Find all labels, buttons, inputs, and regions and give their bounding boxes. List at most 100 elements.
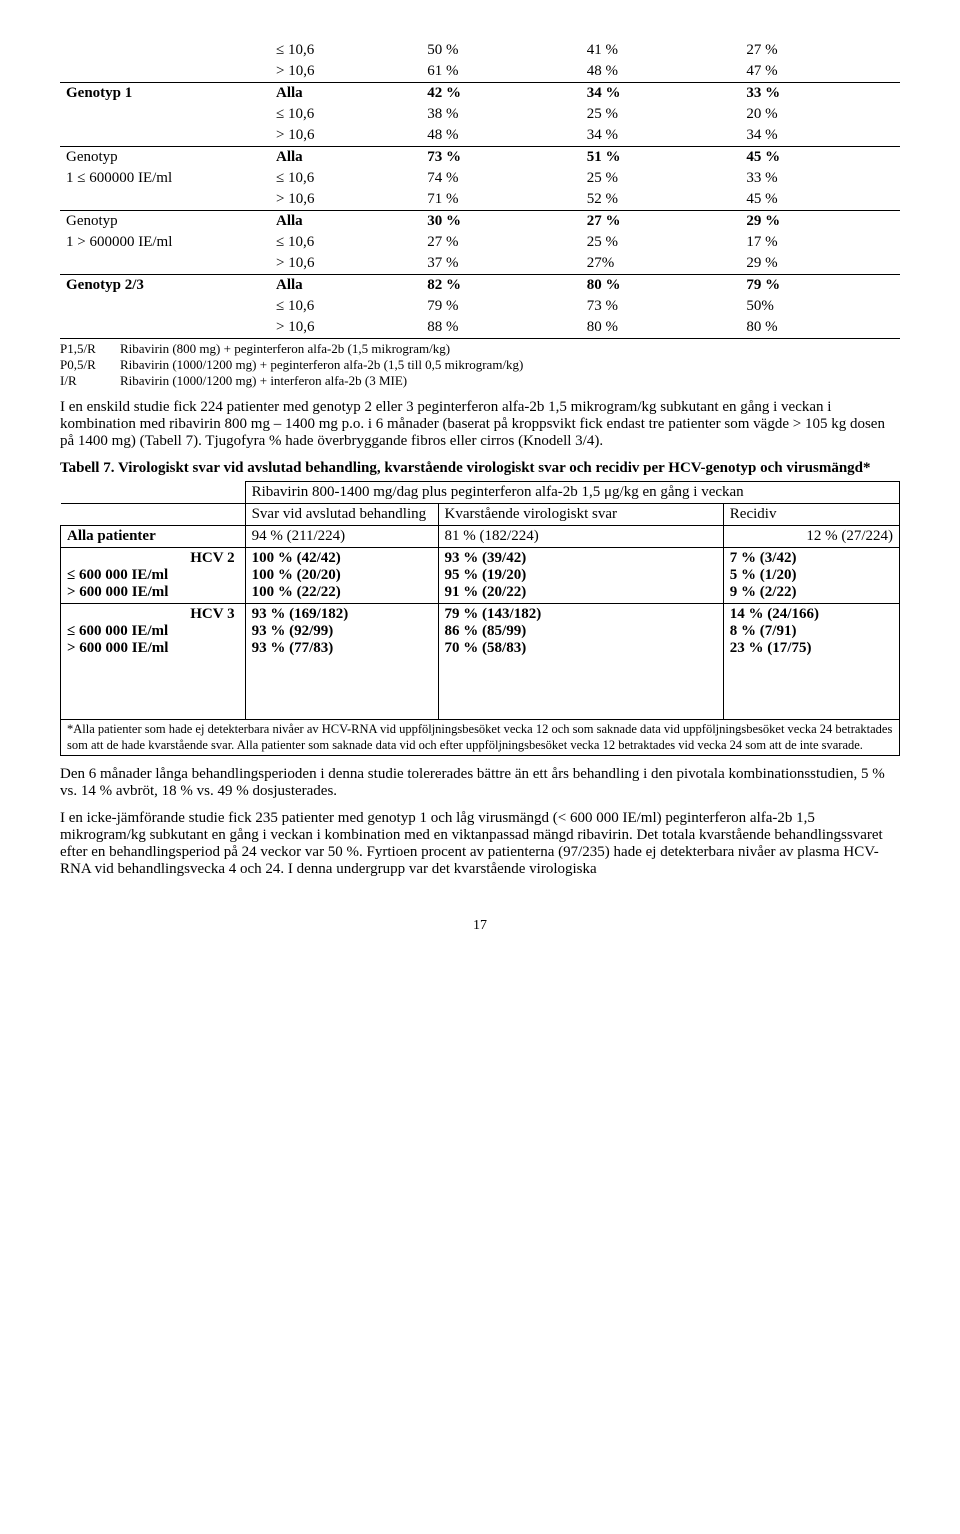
row-label: 1 ≤ 600000 IE/ml xyxy=(60,168,270,189)
table7-caption: Tabell 7. Virologiskt svar vid avslutad … xyxy=(60,460,900,477)
cell: 30 % xyxy=(421,211,581,233)
footnote-val: Ribavirin (1000/1200 mg) + interferon al… xyxy=(120,373,407,389)
cell: 29 % xyxy=(740,253,900,275)
row-sub: Alla xyxy=(270,275,421,297)
cell: 17 % xyxy=(740,232,900,253)
cell: 48 % xyxy=(421,125,581,147)
row-sub: > 10,6 xyxy=(270,253,421,275)
t7-all-c3: 12 % (27/224) xyxy=(723,526,899,548)
t7-cell: 14 % (24/166)8 % (7/91)23 % (17/75) xyxy=(723,604,899,720)
row-sub: ≤ 10,6 xyxy=(270,40,421,61)
row-sub: ≤ 10,6 xyxy=(270,104,421,125)
row-sub: ≤ 10,6 xyxy=(270,232,421,253)
cell: 71 % xyxy=(421,189,581,211)
row-label xyxy=(60,61,270,83)
cell: 33 % xyxy=(740,168,900,189)
row-sub: > 10,6 xyxy=(270,317,421,339)
paragraph-3: I en icke-jämförande studie fick 235 pat… xyxy=(60,810,900,878)
cell: 25 % xyxy=(581,104,741,125)
t7-group-label: HCV 3≤ 600 000 IE/ml> 600 000 IE/ml xyxy=(61,604,246,720)
paragraph-1: I en enskild studie fick 224 patienter m… xyxy=(60,399,900,450)
t7-topline: Ribavirin 800-1400 mg/dag plus peginterf… xyxy=(245,482,899,504)
cell: 88 % xyxy=(421,317,581,339)
cell: 45 % xyxy=(740,189,900,211)
cell: 34 % xyxy=(740,125,900,147)
cell: 37 % xyxy=(421,253,581,275)
cell: 73 % xyxy=(581,296,741,317)
t7-all-label: Alla patienter xyxy=(61,526,246,548)
paragraph-2: Den 6 månader långa behandlingsperioden … xyxy=(60,766,900,800)
cell: 79 % xyxy=(740,275,900,297)
row-label xyxy=(60,296,270,317)
cell: 27 % xyxy=(421,232,581,253)
t7-group-label: HCV 2≤ 600 000 IE/ml> 600 000 IE/ml xyxy=(61,548,246,604)
t7-footnote: *Alla patienter som hade ej detekterbara… xyxy=(61,720,900,756)
cell: 74 % xyxy=(421,168,581,189)
cell: 80 % xyxy=(740,317,900,339)
cell: 42 % xyxy=(421,83,581,105)
row-label: Genotyp 1 xyxy=(60,83,270,105)
cell: 27% xyxy=(581,253,741,275)
row-label: Genotyp 2/3 xyxy=(60,275,270,297)
row-label xyxy=(60,40,270,61)
table1-footnotes: P1,5/RRibavirin (800 mg) + peginterferon… xyxy=(60,341,900,389)
cell: 34 % xyxy=(581,125,741,147)
genotype-table: ≤ 10,650 %41 %27 %> 10,661 %48 %47 %Geno… xyxy=(60,40,900,339)
cell: 27 % xyxy=(581,211,741,233)
t7-all-c1: 94 % (211/224) xyxy=(245,526,438,548)
cell: 34 % xyxy=(581,83,741,105)
t7-cell: 7 % (3/42)5 % (1/20)9 % (2/22) xyxy=(723,548,899,604)
cell: 25 % xyxy=(581,232,741,253)
t7-cell: 79 % (143/182)86 % (85/99)70 % (58/83) xyxy=(438,604,723,720)
row-label: Genotyp xyxy=(60,211,270,233)
footnote-key: P1,5/R xyxy=(60,341,120,357)
t7-cell: 100 % (42/42)100 % (20/20)100 % (22/22) xyxy=(245,548,438,604)
row-label: Genotyp xyxy=(60,147,270,169)
cell: 52 % xyxy=(581,189,741,211)
cell: 29 % xyxy=(740,211,900,233)
table7: Ribavirin 800-1400 mg/dag plus peginterf… xyxy=(60,481,900,756)
row-label xyxy=(60,189,270,211)
cell: 33 % xyxy=(740,83,900,105)
cell: 27 % xyxy=(740,40,900,61)
cell: 50% xyxy=(740,296,900,317)
row-label xyxy=(60,317,270,339)
row-sub: Alla xyxy=(270,211,421,233)
cell: 80 % xyxy=(581,275,741,297)
cell: 48 % xyxy=(581,61,741,83)
t7-head-2: Kvarstående virologiskt svar xyxy=(438,504,723,526)
row-sub: ≤ 10,6 xyxy=(270,296,421,317)
cell: 51 % xyxy=(581,147,741,169)
cell: 80 % xyxy=(581,317,741,339)
footnote-val: Ribavirin (800 mg) + peginterferon alfa-… xyxy=(120,341,450,357)
page-number: 17 xyxy=(60,918,900,934)
row-sub: ≤ 10,6 xyxy=(270,168,421,189)
footnote-key: P0,5/R xyxy=(60,357,120,373)
t7-head-3: Recidiv xyxy=(723,504,899,526)
row-sub: > 10,6 xyxy=(270,61,421,83)
cell: 50 % xyxy=(421,40,581,61)
cell: 73 % xyxy=(421,147,581,169)
t7-all-c2: 81 % (182/224) xyxy=(438,526,723,548)
t7-cell: 93 % (39/42)95 % (19/20)91 % (20/22) xyxy=(438,548,723,604)
row-label xyxy=(60,125,270,147)
cell: 61 % xyxy=(421,61,581,83)
cell: 20 % xyxy=(740,104,900,125)
t7-cell: 93 % (169/182)93 % (92/99)93 % (77/83) xyxy=(245,604,438,720)
t7-head-1: Svar vid avslutad behandling xyxy=(245,504,438,526)
cell: 38 % xyxy=(421,104,581,125)
cell: 47 % xyxy=(740,61,900,83)
row-label xyxy=(60,253,270,275)
row-sub: > 10,6 xyxy=(270,189,421,211)
row-sub: > 10,6 xyxy=(270,125,421,147)
cell: 79 % xyxy=(421,296,581,317)
cell: 82 % xyxy=(421,275,581,297)
cell: 45 % xyxy=(740,147,900,169)
row-label: 1 > 600000 IE/ml xyxy=(60,232,270,253)
footnote-val: Ribavirin (1000/1200 mg) + peginterferon… xyxy=(120,357,523,373)
row-label xyxy=(60,104,270,125)
cell: 25 % xyxy=(581,168,741,189)
row-sub: Alla xyxy=(270,83,421,105)
footnote-key: I/R xyxy=(60,373,120,389)
row-sub: Alla xyxy=(270,147,421,169)
